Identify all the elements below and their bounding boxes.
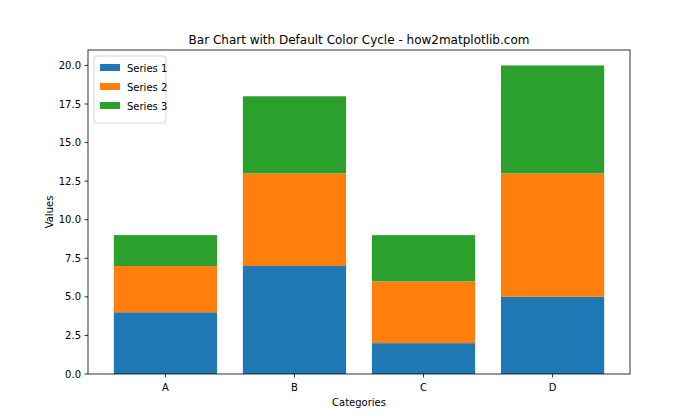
x-tick-label: C: [420, 382, 427, 393]
bar-segment: [501, 297, 604, 374]
y-tick-label: 2.5: [65, 330, 81, 341]
legend-swatch: [100, 83, 120, 90]
y-tick: [85, 104, 89, 105]
background: [0, 0, 700, 420]
y-tick-label: 10.0: [59, 214, 81, 225]
bar-segment: [372, 343, 475, 374]
x-tick: [423, 374, 424, 378]
bar-segment: [243, 173, 346, 266]
x-axis-label: Categories: [332, 397, 386, 408]
bar-segment: [243, 266, 346, 374]
y-tick: [85, 219, 89, 220]
title: Bar Chart with Default Color Cycle - how…: [189, 33, 530, 47]
bar-segment: [114, 266, 217, 312]
bar-segment: [114, 312, 217, 374]
y-tick: [85, 374, 89, 375]
legend-swatch: [100, 64, 120, 71]
y-tick-label: 15.0: [59, 137, 81, 148]
x-tick: [294, 374, 295, 378]
bars: [114, 65, 604, 374]
chart: 0.0 2.5 5.0 7.5 10.0 12.5 15.0 17.5 20.0 A B C D Bar …: [0, 0, 700, 420]
y-tick: [85, 142, 89, 143]
legend-label: Series 1: [127, 63, 167, 74]
y-tick-label: 5.0: [65, 291, 81, 302]
x-tick: [165, 374, 166, 378]
y-tick: [85, 65, 89, 66]
y-tick-label: 20.0: [59, 60, 81, 71]
y-tick-label: 17.5: [59, 99, 81, 110]
legend-label: Series 3: [127, 101, 167, 112]
plot-frame: [88, 50, 630, 374]
bar-segment: [501, 173, 604, 296]
y-tick-label: 0.0: [65, 369, 81, 380]
legend-swatch: [100, 102, 120, 109]
x-tick-label: D: [549, 382, 557, 393]
bar-segment: [114, 235, 217, 266]
bar-segment: [501, 65, 604, 173]
bar-segment: [372, 281, 475, 343]
x-tick-label: B: [291, 382, 298, 393]
legend: Series 1 Series 2 Series 3: [94, 56, 167, 123]
y-tick-label: 7.5: [65, 253, 81, 264]
x-tick-label: A: [162, 382, 169, 393]
bar-segment: [372, 235, 475, 281]
y-axis-label: Values: [44, 196, 55, 229]
bar-segment: [243, 96, 346, 173]
y-tick-label: 12.5: [59, 176, 81, 187]
x-tick: [552, 374, 553, 378]
legend-label: Series 2: [127, 82, 167, 93]
y-tick: [85, 335, 89, 336]
y-tick: [85, 296, 89, 297]
y-tick: [85, 258, 89, 259]
y-tick: [85, 181, 89, 182]
